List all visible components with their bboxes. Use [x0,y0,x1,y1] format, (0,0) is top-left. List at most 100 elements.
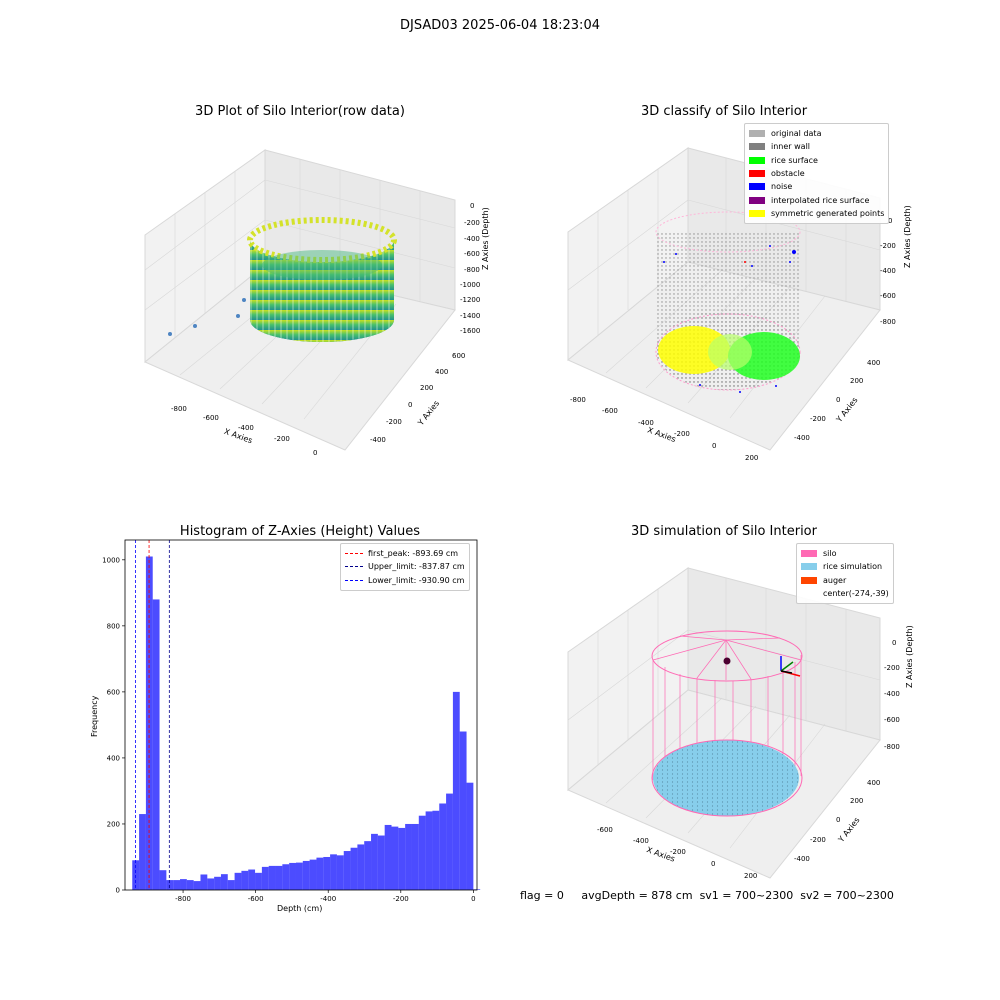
histogram-bar [377,835,385,890]
tick-label: 0 [836,816,840,824]
tick-label: 200 [850,797,863,805]
legend-label: center(-274,-39) [823,589,889,599]
legend-swatch [749,209,765,217]
legend-label: silo [823,549,837,559]
legend-entry: rice simulation [801,560,889,573]
histogram-bar [139,814,146,890]
histogram-bar [295,862,303,890]
legend-label: rice simulation [823,562,883,572]
x-tick-label: -800 [175,895,191,903]
histogram-bar [302,860,310,890]
raw-zlabel: Z Axies (Depth) [481,207,490,270]
histogram-bar [282,864,290,890]
legend-label: rice surface [771,155,818,165]
y-tick-label: 600 [107,688,120,696]
flag-text: flag = 0 [520,889,564,902]
legend-swatch [801,563,817,571]
histogram-bar [200,874,208,890]
tick-label: -200 [274,435,290,443]
histogram-bar [357,844,365,890]
tick-label: 0 [313,449,317,457]
legend-swatch [801,576,817,584]
histogram-bar [261,866,269,890]
histogram-bar [234,872,242,890]
tick-label: -400 [794,434,810,442]
tick-label: 600 [452,352,465,360]
histogram-bar [350,847,358,890]
histogram-bar [248,869,256,890]
legend-entry: original data [749,127,884,140]
histogram-bar [145,556,153,890]
histogram-title: Histogram of Z-Axies (Height) Values [179,524,421,539]
legend-entry: interpolated rice surface [749,193,884,206]
x-tick-label: -400 [320,895,336,903]
classify-plot-title: 3D classify of Silo Interior [640,104,808,119]
histogram-bar [268,865,276,890]
histogram-bar [275,865,283,890]
legend-entry: noise [749,180,884,193]
tick-label: -400 [464,235,480,243]
x-tick-label: -600 [248,895,264,903]
histogram-bar [411,823,419,890]
tick-label: -200 [810,415,826,423]
histogram-bar [330,854,337,890]
tick-label: -400 [880,267,896,275]
tick-label: -400 [238,424,254,432]
raw-plot-title: 3D Plot of Silo Interior(row data) [195,104,405,119]
tick-label: -1200 [460,296,480,304]
legend-label: auger [823,575,847,585]
legend-swatch [801,590,817,597]
tick-label: -600 [880,292,896,300]
figure-title: DJSAD03 2025-06-04 18:23:04 [400,18,600,33]
x-tick-label: 0 [471,895,475,903]
histogram-bar [316,857,324,890]
tick-label: 0 [470,202,474,210]
legend-swatch [749,196,765,204]
raw-ylabel: Y Axies [416,399,442,428]
tick-label: 400 [435,368,448,376]
simulation-x-ticks: -600 -400 -200 0 200 [597,826,757,880]
histogram-bar [452,691,460,890]
sv2-text: sv2 = 700~2300 [800,889,894,902]
tick-label: -1400 [460,312,480,320]
simulation-legend: silo rice simulation auger center(-274,-39) [796,543,894,605]
y-tick-label: 800 [107,622,120,630]
legend-label: obstacle [771,169,805,179]
legend-entry: Upper_limit: -837.87 cm [345,560,465,573]
y-tick-label: 1000 [102,556,120,564]
histogram-bar [255,872,262,890]
tick-label: 400 [867,779,880,787]
histogram-legend: first_peak: -893.69 cm Upper_limit: -837.… [340,543,470,591]
histogram-bar [432,810,440,890]
legend-swatch [749,183,765,191]
legend-label: symmetric generated points [771,208,885,218]
histogram-bar [186,880,194,890]
tick-label: -1000 [460,281,480,289]
histogram-bar [180,879,187,890]
histogram-ylabel: Frequency [90,695,99,737]
histogram-bar [323,856,331,890]
tick-label: 200 [744,872,757,880]
tick-label: -600 [884,716,900,724]
legend-entry: auger [801,574,889,587]
tick-label: 0 [711,860,715,868]
tick-label: 0 [836,396,840,404]
histogram-bar [207,878,215,890]
simulation-z-ticks: 0 -200 -400 -600 -800 [884,639,900,751]
histogram-bar [152,599,160,890]
simulation-plot-title: 3D simulation of Silo Interior [631,524,817,539]
avg-depth-text: avgDepth = 878 cm [581,889,693,902]
histogram-bar [459,731,467,890]
histogram-bar [391,826,399,890]
tick-label: -800 [570,396,586,404]
tick-label: -200 [670,848,686,856]
tick-label: 0 [712,442,716,450]
legend-entry: Lower_limit: -930.90 cm [345,574,465,587]
tick-label: 0 [408,401,412,409]
tick-label: -400 [884,690,900,698]
y-tick-label: 0 [116,887,120,895]
tick-label: -800 [884,743,900,751]
histogram-bar [343,851,351,890]
legend-swatch [801,550,817,558]
